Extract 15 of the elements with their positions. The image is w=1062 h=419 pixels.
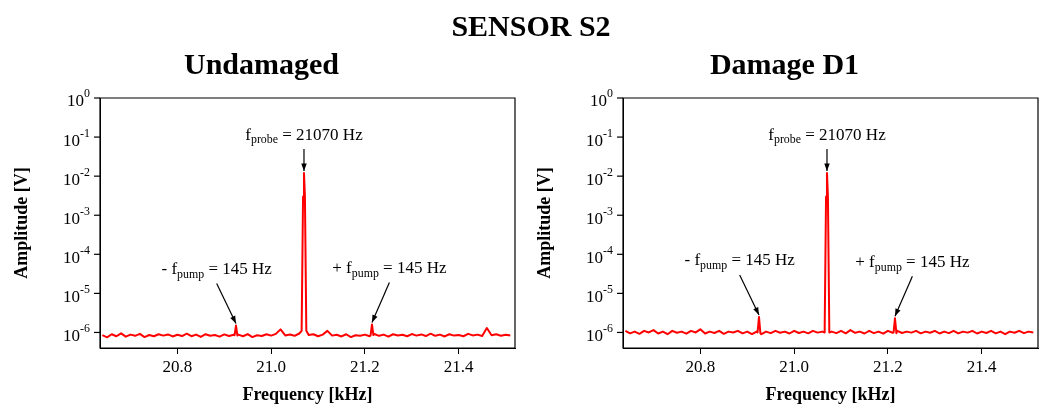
x-axis-title: Frequency [kHz]	[765, 383, 896, 404]
x-axis-title: Frequency [kHz]	[242, 383, 373, 404]
y-axis-title: Amplitude [V]	[534, 167, 555, 279]
text: SENSOR S2	[450, 8, 612, 44]
x-tick-label: 21.0	[256, 356, 287, 376]
x-tick-label: 21.2	[873, 356, 903, 376]
x-tick-label: 21.2	[350, 356, 380, 376]
chart-title: Undamaged	[183, 46, 340, 80]
x-tick-label: 21.4	[966, 356, 998, 376]
chart-title: Damage D1	[709, 46, 860, 80]
x-tick-label: 20.8	[685, 356, 716, 376]
y-axis-title: Amplitude [V]	[11, 167, 32, 279]
x-tick-label: 21.4	[443, 356, 475, 376]
x-tick-label: 20.8	[162, 356, 193, 376]
x-tick-label: 21.0	[779, 356, 810, 376]
